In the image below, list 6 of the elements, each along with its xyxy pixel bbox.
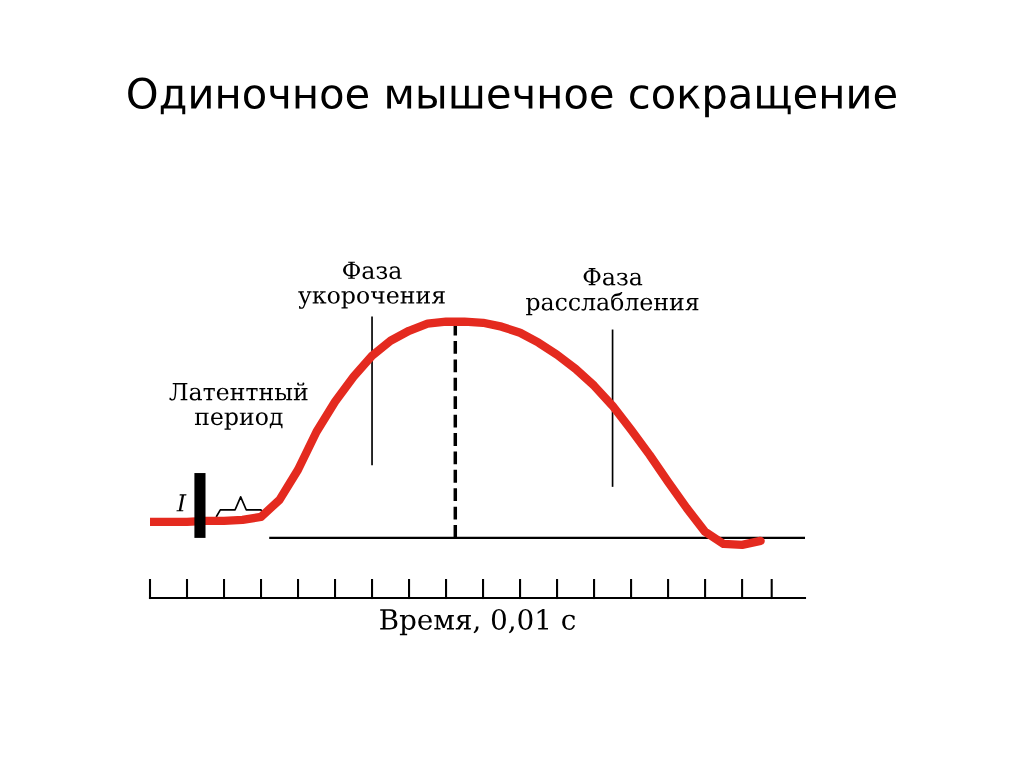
- chart-title: Одиночное мышечное сокращение: [128, 77, 896, 118]
- text: Фаза укорочения: [298, 261, 445, 309]
- x-axis-title: Время, 0,01 с: [380, 608, 576, 636]
- annotation: Латентный период: [169, 382, 308, 430]
- annotation: I: [176, 494, 187, 512]
- text: Фаза расслабления: [526, 268, 699, 316]
